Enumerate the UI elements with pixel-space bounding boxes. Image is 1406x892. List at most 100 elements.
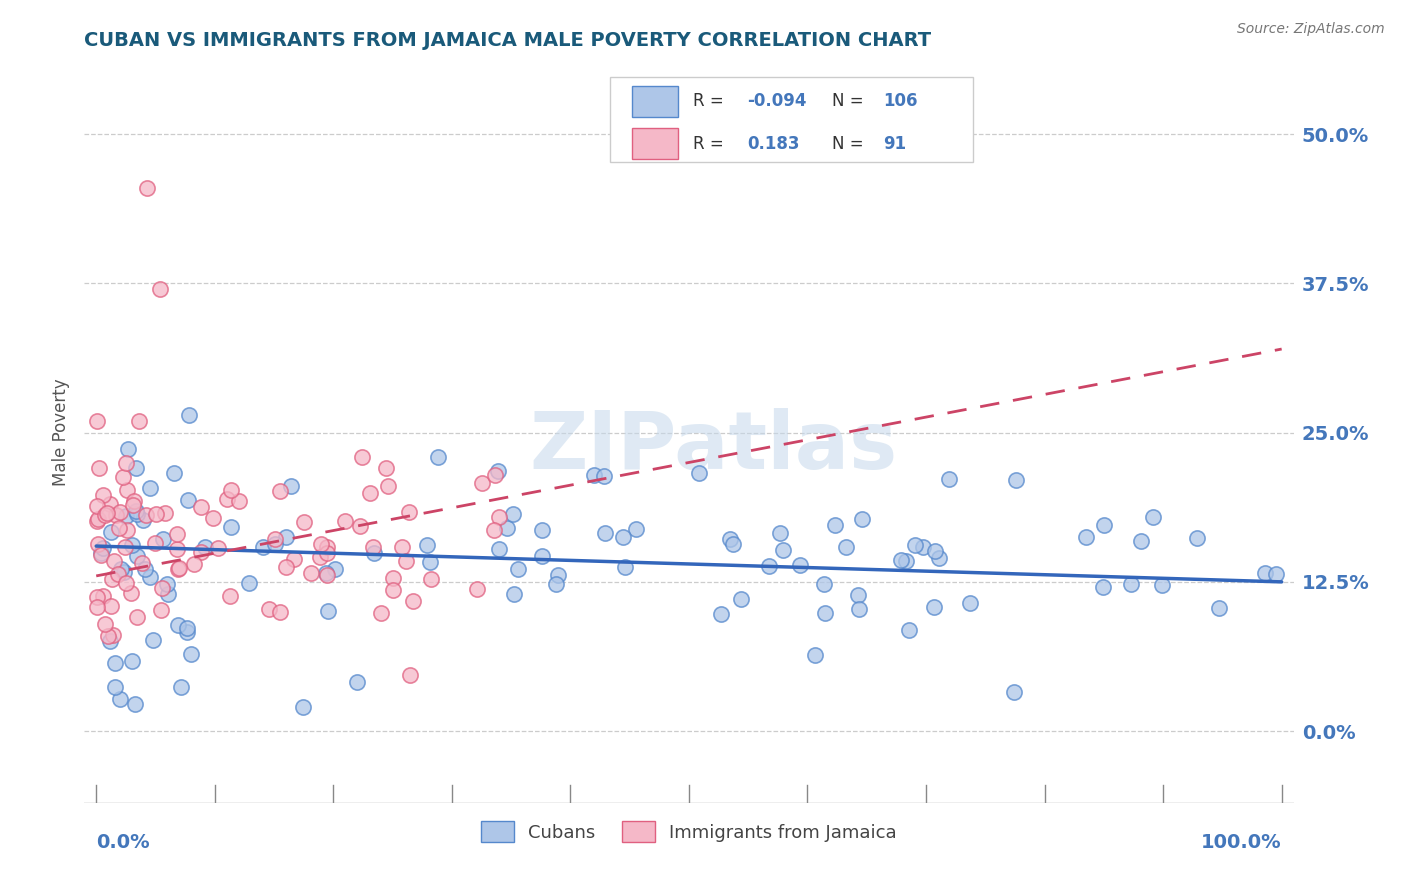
- Point: [124, 504, 146, 518]
- Point: [112, 566, 135, 580]
- Point: [219, 520, 242, 534]
- Point: [115, 456, 138, 470]
- Point: [299, 566, 322, 580]
- Point: [124, 494, 146, 508]
- Point: [333, 514, 356, 528]
- Point: [93, 488, 115, 502]
- Point: [90, 549, 112, 563]
- Point: [280, 479, 302, 493]
- Point: [1004, 474, 1026, 488]
- Point: [316, 568, 339, 582]
- Point: [114, 576, 136, 591]
- Point: [96, 506, 118, 520]
- Point: [593, 526, 616, 541]
- Point: [150, 603, 173, 617]
- Point: [263, 537, 285, 551]
- Point: [503, 587, 526, 601]
- Point: [167, 618, 190, 632]
- Text: 100.0%: 100.0%: [1201, 832, 1282, 852]
- Point: [789, 558, 811, 572]
- Point: [115, 524, 138, 538]
- Point: [315, 566, 337, 581]
- Text: -0.094: -0.094: [747, 92, 807, 110]
- Point: [928, 551, 950, 566]
- Point: [1002, 685, 1025, 699]
- Point: [103, 681, 125, 695]
- Point: [361, 541, 384, 555]
- Point: [150, 582, 173, 596]
- Point: [166, 542, 188, 557]
- Text: R =: R =: [693, 135, 728, 153]
- Point: [207, 541, 229, 555]
- Point: [166, 526, 188, 541]
- Point: [758, 558, 780, 573]
- Point: [125, 461, 148, 475]
- Point: [135, 508, 157, 523]
- Point: [167, 562, 190, 576]
- Point: [730, 591, 752, 606]
- Point: [125, 507, 148, 521]
- Point: [363, 546, 385, 560]
- Point: [1150, 578, 1173, 592]
- Point: [180, 648, 202, 662]
- Point: [889, 553, 911, 567]
- Point: [898, 624, 921, 638]
- Point: [86, 600, 108, 615]
- Point: [91, 589, 114, 603]
- Legend: Cubans, Immigrants from Jamaica: Cubans, Immigrants from Jamaica: [474, 814, 904, 849]
- Text: 0.0%: 0.0%: [96, 832, 150, 852]
- Point: [482, 524, 505, 538]
- Y-axis label: Male Poverty: Male Poverty: [52, 379, 70, 486]
- Point: [530, 523, 553, 537]
- Text: N =: N =: [831, 135, 863, 153]
- Point: [94, 617, 117, 632]
- Point: [283, 552, 305, 566]
- Point: [132, 513, 155, 527]
- Point: [398, 667, 420, 681]
- Point: [152, 533, 174, 547]
- Point: [194, 540, 217, 554]
- Point: [1208, 601, 1230, 615]
- Point: [377, 479, 399, 493]
- Point: [86, 414, 108, 428]
- Point: [259, 601, 281, 615]
- Point: [582, 468, 605, 483]
- Point: [115, 483, 138, 498]
- Point: [139, 481, 162, 495]
- Point: [94, 508, 117, 522]
- Point: [91, 541, 114, 555]
- Point: [848, 602, 870, 616]
- Point: [139, 570, 162, 584]
- Point: [488, 542, 510, 557]
- Point: [156, 587, 179, 601]
- Point: [120, 585, 142, 599]
- Point: [86, 514, 108, 528]
- Point: [101, 572, 124, 586]
- Point: [395, 554, 418, 568]
- Point: [924, 543, 946, 558]
- Point: [381, 571, 404, 585]
- Point: [121, 538, 143, 552]
- Point: [1092, 517, 1115, 532]
- Point: [772, 543, 794, 558]
- Point: [1092, 580, 1115, 594]
- Text: N =: N =: [831, 92, 863, 110]
- Point: [416, 538, 439, 552]
- Point: [112, 469, 135, 483]
- Point: [228, 494, 250, 508]
- Point: [375, 461, 398, 475]
- Point: [125, 609, 148, 624]
- Point: [127, 549, 149, 563]
- Point: [896, 554, 918, 568]
- Point: [103, 554, 125, 568]
- Point: [359, 485, 381, 500]
- Point: [190, 545, 212, 559]
- Point: [105, 508, 128, 522]
- Point: [177, 408, 200, 422]
- Point: [269, 605, 291, 619]
- Text: Source: ZipAtlas.com: Source: ZipAtlas.com: [1237, 22, 1385, 37]
- Point: [547, 568, 569, 582]
- Point: [938, 472, 960, 486]
- Point: [593, 469, 616, 483]
- Point: [710, 607, 733, 621]
